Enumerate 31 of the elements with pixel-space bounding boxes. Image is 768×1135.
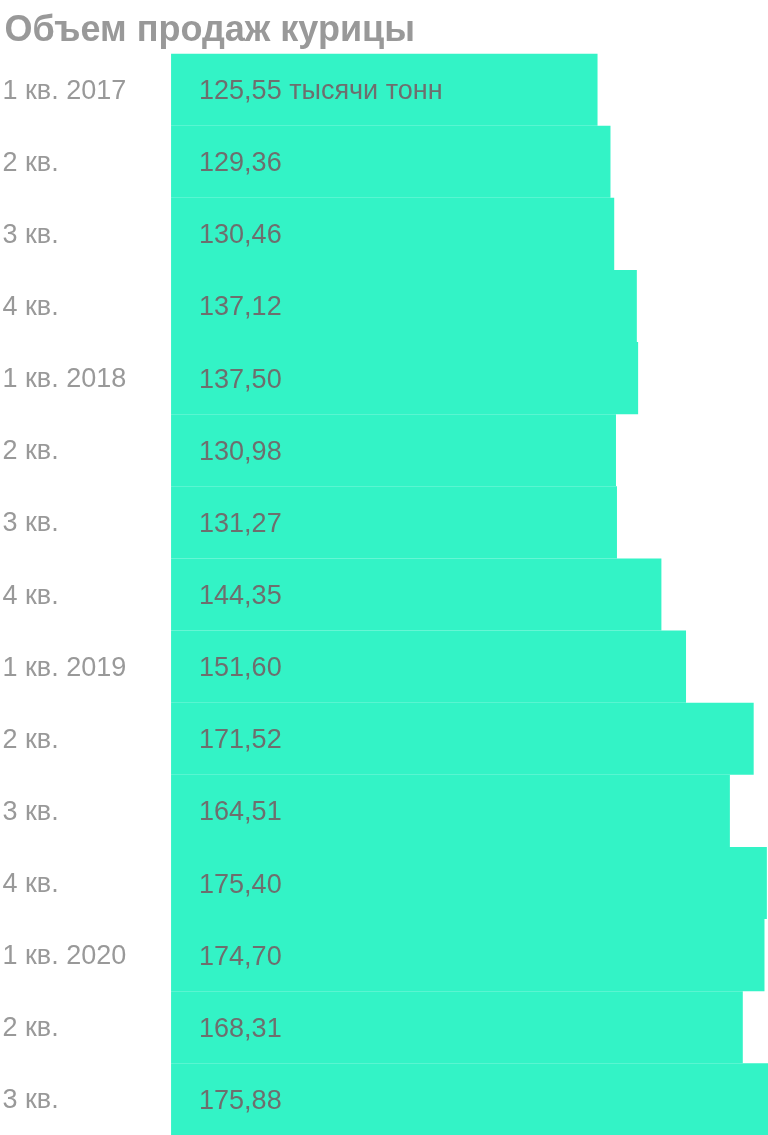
y-tick-label: 4 кв. xyxy=(2,579,59,610)
y-tick-label: 3 кв. xyxy=(2,218,59,249)
y-tick-label: 2 кв. xyxy=(2,723,59,754)
data-label: 168,31 xyxy=(199,1012,282,1043)
data-label: 125,55 тысячи тонн xyxy=(199,74,443,105)
y-tick-label: 3 кв. xyxy=(2,1084,59,1115)
y-tick-label: 4 кв. xyxy=(2,868,59,899)
y-tick-label: 3 кв. xyxy=(2,795,59,826)
y-tick-label: 3 кв. xyxy=(2,507,59,538)
data-label: 175,88 xyxy=(199,1084,282,1115)
data-label: 130,98 xyxy=(199,435,282,466)
data-label: 131,27 xyxy=(199,507,282,538)
y-tick-label: 1 кв. 2020 xyxy=(2,940,127,971)
data-label: 151,60 xyxy=(199,652,282,683)
y-tick-label: 2 кв. xyxy=(2,146,59,177)
y-tick-label: 1 кв. 2017 xyxy=(2,74,127,105)
data-label: 171,52 xyxy=(199,724,282,755)
data-label: 164,51 xyxy=(199,796,282,827)
chart-title: Объем продаж курицы xyxy=(4,7,415,49)
data-label: 130,46 xyxy=(199,219,282,250)
y-tick-label: 1 кв. 2019 xyxy=(2,651,127,682)
y-tick-label: 2 кв. xyxy=(2,1012,59,1043)
data-label: 137,12 xyxy=(199,291,282,322)
y-tick-label: 4 кв. xyxy=(2,290,59,321)
data-label: 144,35 xyxy=(199,580,282,610)
data-label: 174,70 xyxy=(199,940,282,971)
y-tick-label: 2 кв. xyxy=(2,435,59,466)
data-label: 175,40 xyxy=(199,868,282,899)
data-label: 137,50 xyxy=(199,363,282,394)
data-label: 129,36 xyxy=(199,147,282,178)
y-tick-label: 1 кв. 2018 xyxy=(2,363,127,394)
